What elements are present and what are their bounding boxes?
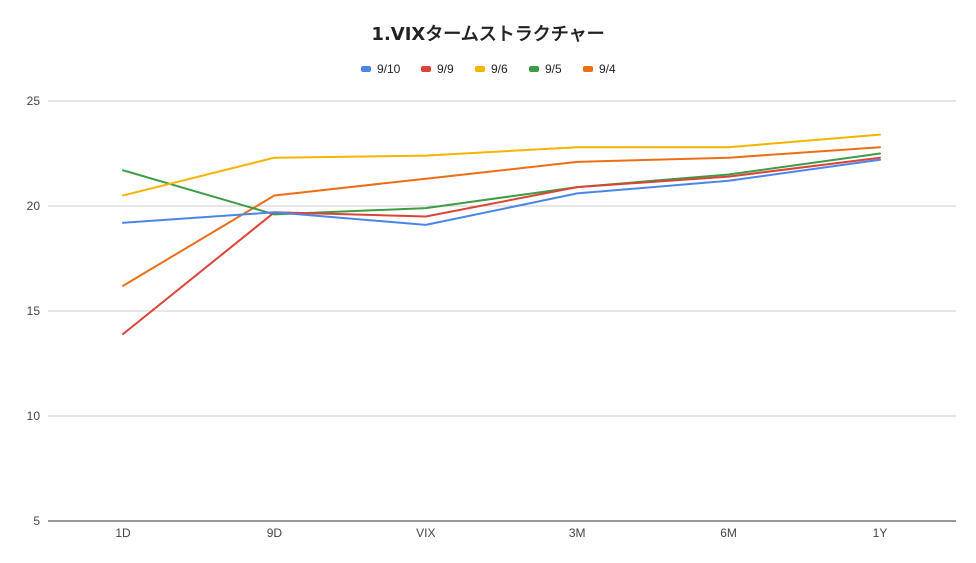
series-line-9-10 [122, 158, 881, 226]
legend-label: 9/5 [545, 62, 562, 76]
y-tick-label: 25 [27, 94, 41, 108]
series-line-9-9 [122, 156, 881, 336]
y-axis-tick-labels: 5 10 15 20 25 [27, 94, 41, 528]
legend-item: 9/5 [529, 62, 562, 76]
x-tick-label: 9D [267, 526, 283, 540]
legend-label: 9/6 [491, 62, 508, 76]
y-tick-label: 15 [27, 304, 41, 318]
legend-item: 9/9 [421, 62, 454, 76]
x-axis-tick-labels: 1D 9D VIX 3M 6M 1Y [115, 526, 887, 540]
legend-item: 9/4 [583, 62, 616, 76]
legend-swatch [361, 66, 371, 72]
y-tick-label: 10 [27, 409, 41, 423]
legend-swatch [529, 66, 539, 72]
gridlines [48, 100, 956, 417]
x-tick-label: VIX [416, 526, 435, 540]
y-tick-label: 5 [33, 514, 40, 528]
x-tick-label: 3M [569, 526, 586, 540]
legend-swatch [475, 66, 485, 72]
chart-title: 1.VIXタームストラクチャー [371, 24, 604, 45]
series-line-9-5 [122, 152, 881, 216]
x-tick-label: 6M [720, 526, 737, 540]
legend-label: 9/9 [437, 62, 454, 76]
y-tick-label: 20 [27, 199, 41, 213]
legend-swatch [421, 66, 431, 72]
legend-swatch [583, 66, 593, 72]
x-tick-label: 1Y [873, 526, 888, 540]
legend-item: 9/10 [361, 62, 401, 76]
legend-item: 9/6 [475, 62, 508, 76]
legend-label: 9/10 [377, 62, 401, 76]
legend: 9/10 9/9 9/6 9/5 9/4 [361, 62, 616, 76]
legend-label: 9/4 [599, 62, 616, 76]
series-lines [122, 133, 881, 336]
x-tick-label: 1D [115, 526, 131, 540]
series-line-9-4 [122, 146, 881, 287]
series-line-9-6 [122, 133, 881, 197]
